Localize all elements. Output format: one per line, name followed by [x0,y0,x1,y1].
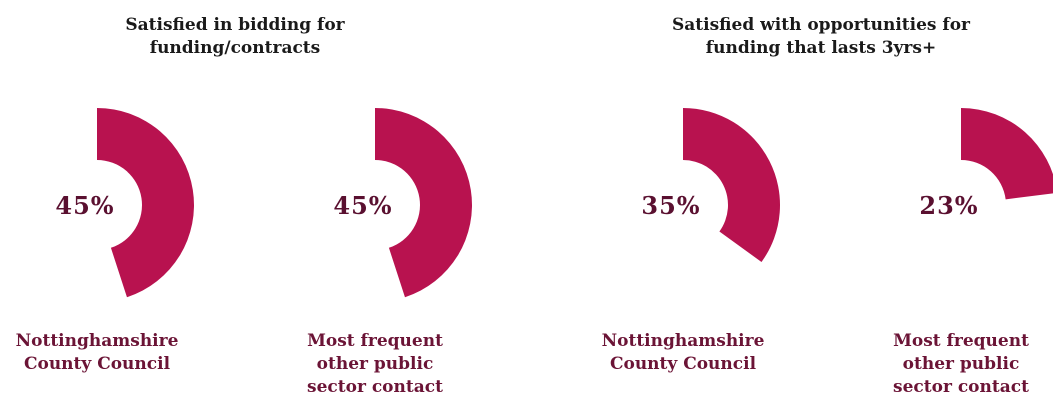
percent-label: 45% [333,191,392,220]
group-title: Satisfied in bidding for funding/contrac… [125,15,345,58]
arc [961,108,1053,200]
category-label: Nottinghamshire County Council [601,331,765,374]
arc [375,108,472,298]
arc [683,108,780,263]
percent-label: 23% [919,191,978,220]
category-label: Most frequent other public sector contac… [893,331,1029,397]
percent-label: 45% [55,191,114,220]
percent-label: 35% [641,191,700,220]
category-label: Most frequent other public sector contac… [307,331,443,397]
category-label: Nottinghamshire County Council [15,331,179,374]
group-title: Satisfied with opportunities for funding… [671,15,971,58]
arc [97,108,194,298]
